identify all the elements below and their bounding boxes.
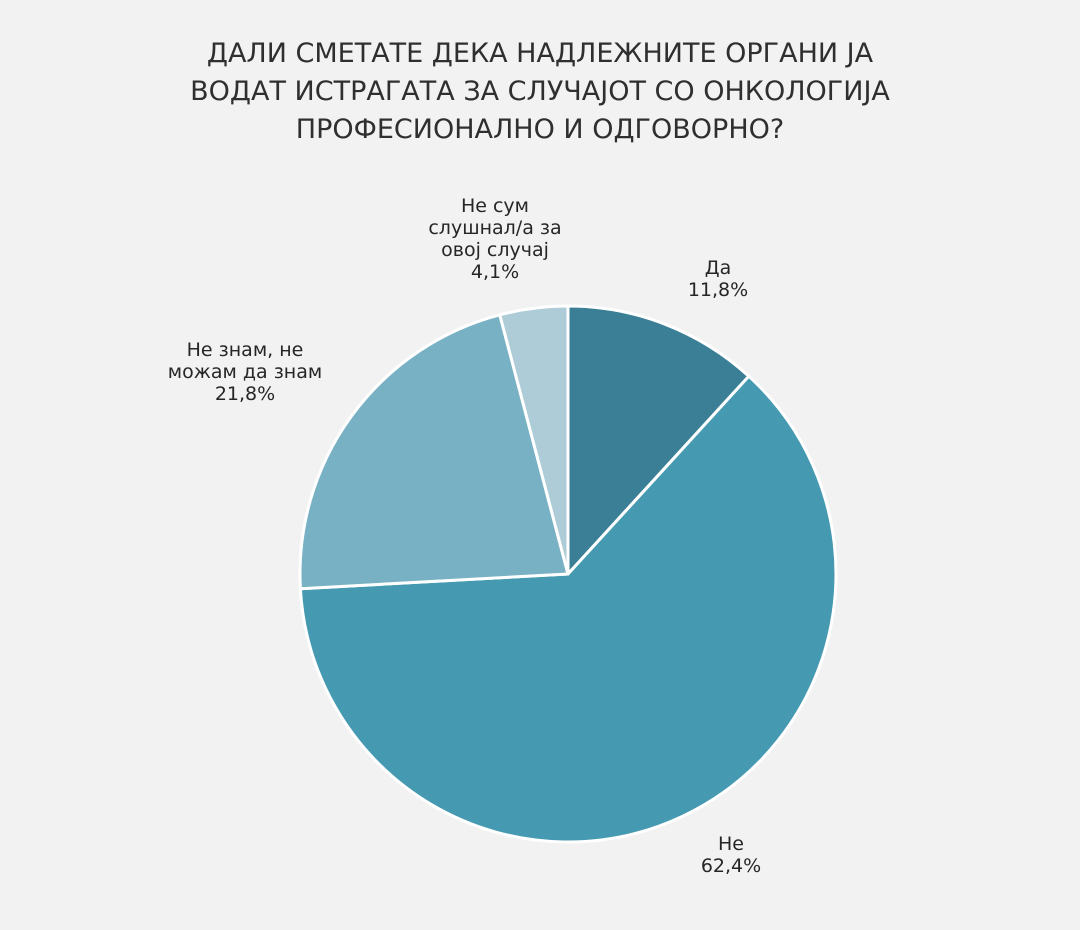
pie-slice	[298, 313, 570, 591]
slice-category-label: овој случај	[441, 239, 549, 261]
slice-category-label: Не сум	[461, 195, 529, 217]
slice-value-label: 11,8%	[688, 279, 748, 301]
pie-slice	[298, 374, 838, 844]
slice-value-label: 62,4%	[701, 855, 761, 877]
pie-slice	[566, 304, 751, 576]
chart-title-line: ВОДАТ ИСТРАГАТА ЗА СЛУЧАЈОТ СО ОНКОЛОГИЈ…	[190, 76, 890, 107]
slice-value-label: 4,1%	[471, 261, 519, 283]
slice-category-label: Не	[718, 833, 744, 855]
chart-title: ДАЛИ СМЕТАТЕ ДЕКА НАДЛЕЖНИТЕ ОРГАНИ ЈА ВО…	[190, 38, 890, 145]
slice-category-label: Да	[705, 257, 732, 279]
slice-category-label: Не знам, не	[187, 339, 304, 361]
pie-slice	[498, 304, 570, 576]
chart-title-line: ДАЛИ СМЕТАТЕ ДЕКА НАДЛЕЖНИТЕ ОРГАНИ ЈА	[207, 38, 874, 69]
slice-category-label: слушнал/а за	[428, 217, 561, 239]
slice-value-label: 21,8%	[215, 383, 275, 405]
chart-title-line: ПРОФЕСИОНАЛНО И ОДГОВОРНО?	[296, 114, 784, 145]
slice-category-label: можам да знам	[168, 361, 322, 383]
pie-slices	[298, 304, 838, 844]
